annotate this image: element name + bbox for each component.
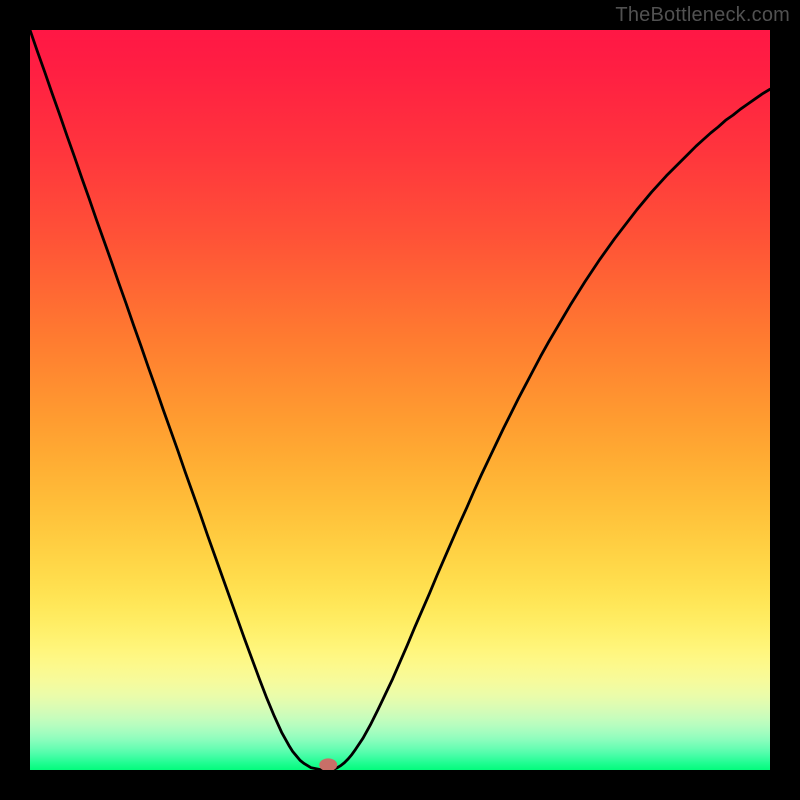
chart-outer: TheBottleneck.com (0, 0, 800, 800)
watermark-text: TheBottleneck.com (615, 4, 790, 27)
chart-plot (30, 30, 770, 770)
